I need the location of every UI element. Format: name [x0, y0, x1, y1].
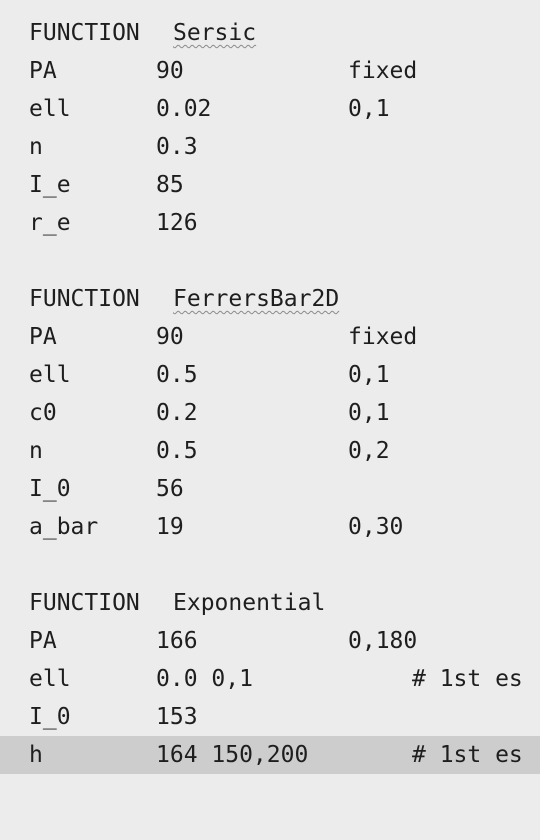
parameter-value: 0.02: [156, 96, 212, 122]
config-text-editor[interactable]: FUNCTION Sersic PA 90 fixed ell 0.02 0,1…: [0, 14, 540, 774]
parameter-comment: # 1st es: [412, 742, 523, 768]
parameter-line[interactable]: PA 90 fixed: [0, 52, 540, 90]
parameter-limits: 0,180: [348, 628, 418, 654]
parameter-name: c0: [29, 400, 57, 426]
parameter-name: PA: [29, 324, 57, 350]
parameter-name: n: [29, 134, 43, 160]
parameter-line[interactable]: ell 0.5 0,1: [0, 356, 540, 394]
function-header-line[interactable]: FUNCTION Exponential: [0, 584, 540, 622]
parameter-value: 0.2: [156, 400, 198, 426]
parameter-name: h: [29, 742, 43, 768]
current-line-highlighted[interactable]: h 164 150,200 # 1st es: [0, 736, 540, 774]
function-header-line[interactable]: FUNCTION FerrersBar2D: [0, 280, 540, 318]
parameter-limits: fixed: [348, 58, 418, 84]
function-keyword: FUNCTION: [29, 286, 140, 312]
parameter-limits: 0,2: [348, 438, 390, 464]
parameter-line[interactable]: I_0 153: [0, 698, 540, 736]
parameter-value: 166: [156, 628, 198, 654]
parameter-line[interactable]: c0 0.2 0,1: [0, 394, 540, 432]
parameter-value: 85: [156, 172, 184, 198]
function-name: Exponential: [173, 590, 326, 616]
function-keyword: FUNCTION: [29, 590, 140, 616]
parameter-line[interactable]: ell 0.02 0,1: [0, 90, 540, 128]
function-name-spellcheck-underlined: Sersic: [173, 20, 257, 46]
parameter-name: ell: [29, 96, 71, 122]
parameter-name: ell: [29, 362, 71, 388]
parameter-limits: fixed: [348, 324, 418, 350]
parameter-line[interactable]: a_bar 19 0,30: [0, 508, 540, 546]
parameter-value: 0.3: [156, 134, 198, 160]
parameter-value: 0.0 0,1: [156, 666, 253, 692]
parameter-value: 164 150,200: [156, 742, 309, 768]
parameter-line[interactable]: r_e 126: [0, 204, 540, 242]
parameter-line[interactable]: PA 166 0,180: [0, 622, 540, 660]
parameter-line[interactable]: n 0.5 0,2: [0, 432, 540, 470]
parameter-name: PA: [29, 628, 57, 654]
parameter-limits: 0,30: [348, 514, 404, 540]
function-header-line[interactable]: FUNCTION Sersic: [0, 14, 540, 52]
blank-line[interactable]: [0, 546, 540, 584]
parameter-value: 0.5: [156, 438, 198, 464]
parameter-line[interactable]: n 0.3: [0, 128, 540, 166]
function-keyword: FUNCTION: [29, 20, 140, 46]
parameter-line[interactable]: PA 90 fixed: [0, 318, 540, 356]
parameter-value: 56: [156, 476, 184, 502]
parameter-name: I_0: [29, 476, 71, 502]
parameter-name: I_e: [29, 172, 71, 198]
parameter-value: 0.5: [156, 362, 198, 388]
parameter-limits: 0,1: [348, 96, 390, 122]
function-name-spellcheck-underlined: FerrersBar2D: [173, 286, 340, 312]
parameter-name: a_bar: [29, 514, 99, 540]
parameter-comment: # 1st es: [412, 666, 523, 692]
parameter-value: 153: [156, 704, 198, 730]
parameter-limits: 0,1: [348, 362, 390, 388]
parameter-name: ell: [29, 666, 71, 692]
parameter-line[interactable]: I_0 56: [0, 470, 540, 508]
parameter-value: 90: [156, 324, 184, 350]
parameter-value: 19: [156, 514, 184, 540]
parameter-value: 126: [156, 210, 198, 236]
parameter-value: 90: [156, 58, 184, 84]
blank-line[interactable]: [0, 242, 540, 280]
parameter-name: r_e: [29, 210, 71, 236]
parameter-line[interactable]: ell 0.0 0,1 # 1st es: [0, 660, 540, 698]
parameter-name: I_0: [29, 704, 71, 730]
parameter-name: PA: [29, 58, 57, 84]
parameter-limits: 0,1: [348, 400, 390, 426]
parameter-line[interactable]: I_e 85: [0, 166, 540, 204]
parameter-name: n: [29, 438, 43, 464]
